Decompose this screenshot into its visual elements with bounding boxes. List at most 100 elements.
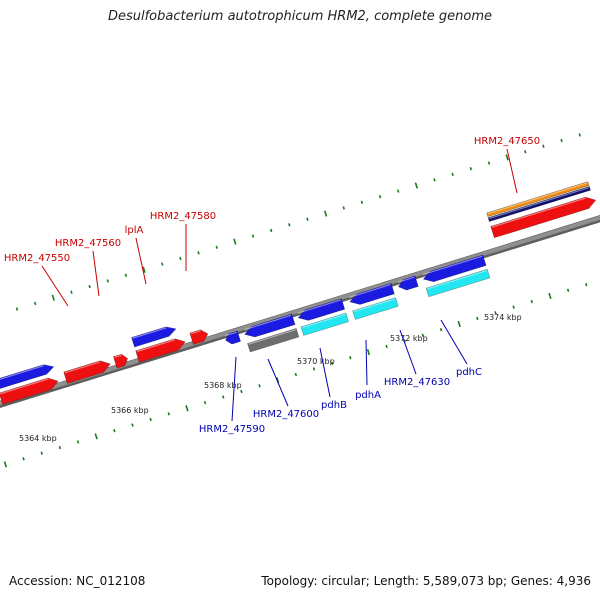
tick-mark-bottom: [566, 288, 570, 293]
gene-arrow: [0, 377, 59, 405]
tick-mark-top: [469, 166, 473, 171]
gene-label-top: HRM2_47560: [55, 238, 121, 249]
gene-highlight: [0, 378, 49, 395]
gene-arrow: [244, 313, 296, 338]
topology-label: Topology: circular; Length: 5,589,073 bp…: [261, 574, 591, 588]
gene-highlight: [132, 327, 167, 339]
gene-bar: [352, 297, 399, 320]
tick-mark-bottom: [58, 445, 62, 450]
tick-mark-bottom: [94, 433, 98, 440]
gene-label-bottom: HRM2_47630: [384, 377, 450, 388]
gene-arrow: [189, 329, 209, 345]
tick-mark-top: [142, 266, 146, 273]
tick-mark-top: [360, 200, 364, 205]
gene-arrow: [0, 364, 55, 389]
gene-label-bottom-leader: [399, 329, 417, 375]
tick-mark-bottom: [113, 429, 116, 433]
tick-mark-bottom: [585, 283, 588, 287]
tick-mark-top: [323, 210, 328, 217]
tick-mark-bottom: [530, 299, 534, 304]
gene-arrow: [398, 275, 419, 291]
tick-mark-top: [487, 161, 491, 165]
tick-mark-bottom: [167, 412, 170, 416]
gene-bar: [300, 312, 349, 336]
gene-label-bottom: pdhA: [355, 390, 381, 401]
gene-arrow: [135, 338, 186, 363]
gene-label-bottom-leader: [319, 347, 331, 398]
tick-mark-top: [215, 245, 218, 249]
gene-bar: [486, 181, 590, 218]
tick-mark-top: [414, 182, 419, 189]
tick-mark-top: [197, 251, 200, 255]
gene-features[interactable]: [0, 181, 600, 405]
gene-highlight: [136, 339, 176, 353]
gene-label-bottom: pdhC: [456, 367, 482, 378]
tick-mark-top: [451, 172, 454, 176]
tick-mark-bottom: [457, 320, 461, 328]
gene-highlight: [0, 365, 45, 380]
tick-mark-bottom: [349, 356, 352, 360]
gene-label-bottom: HRM2_47600: [253, 409, 319, 420]
tick-mark-bottom: [512, 305, 515, 309]
tick-mark-top: [288, 223, 291, 227]
tick-mark-top: [542, 144, 545, 148]
gene-highlight: [427, 269, 487, 290]
gene-arrow: [131, 326, 177, 348]
gene-highlight: [491, 197, 586, 228]
gene-arrow: [422, 254, 487, 283]
scale-label: 5370 kbp: [297, 357, 335, 366]
tick-mark-bottom: [40, 451, 43, 455]
gene-highlight: [225, 331, 237, 337]
tick-mark-top: [578, 133, 581, 137]
scale-label: 5372 kbp: [390, 334, 428, 343]
tick-mark-bottom: [330, 361, 334, 365]
tick-mark-bottom: [476, 316, 479, 321]
tick-mark-top: [433, 178, 436, 182]
tick-mark-top: [378, 195, 382, 199]
tick-mark-top: [124, 273, 128, 278]
tick-mark-bottom: [3, 461, 8, 468]
tick-mark-top: [106, 279, 109, 283]
gene-label-top-leader: [506, 148, 518, 194]
gene-highlight: [487, 182, 588, 215]
gene-highlight: [190, 330, 201, 335]
tick-mark-top: [161, 262, 164, 266]
tick-mark-top: [342, 206, 345, 210]
tick-mark-top: [15, 307, 19, 311]
gene-label-bottom-leader: [267, 358, 289, 407]
gene-label-top: lplA: [125, 225, 144, 236]
gene-bar: [487, 186, 591, 222]
tick-mark-bottom: [185, 405, 189, 412]
tick-mark-top: [51, 294, 55, 301]
tick-mark-top: [306, 217, 309, 221]
gene-arrow: [297, 298, 346, 321]
tick-mark-bottom: [494, 311, 497, 315]
tick-mark-bottom: [149, 417, 152, 422]
gene-arrow: [225, 330, 241, 345]
tick-mark-bottom: [548, 292, 552, 300]
gene-label-top: HRM2_47580: [150, 211, 216, 222]
gene-bar: [425, 268, 491, 298]
gene-highlight: [244, 314, 292, 331]
tick-mark-bottom: [203, 400, 207, 405]
gene-label-top-leader: [41, 265, 69, 307]
gene-label-bottom: HRM2_47590: [199, 424, 265, 435]
tick-mark-bottom: [222, 395, 225, 399]
gene-highlight: [422, 255, 483, 276]
tick-mark-top: [269, 228, 273, 233]
tick-mark-top: [251, 234, 255, 238]
tick-mark-top: [505, 154, 509, 161]
gene-arrow: [490, 196, 597, 239]
gene-highlight: [248, 329, 296, 345]
gene-highlight: [397, 276, 415, 283]
gene-label-bottom: pdhB: [321, 400, 347, 411]
gene-label-top-leader: [135, 237, 147, 285]
gene-arrow: [113, 353, 128, 369]
gene-label-top-leader: [92, 250, 100, 297]
gene-highlight: [349, 283, 391, 298]
gene-arrow: [349, 282, 395, 305]
accession-label: Accession: NC_012108: [9, 574, 146, 588]
gene-callouts: HRM2_47550 HRM2_47560 lplA HRM2_47580 HRM2_4…: [4, 136, 540, 435]
tick-mark-bottom: [240, 389, 243, 394]
